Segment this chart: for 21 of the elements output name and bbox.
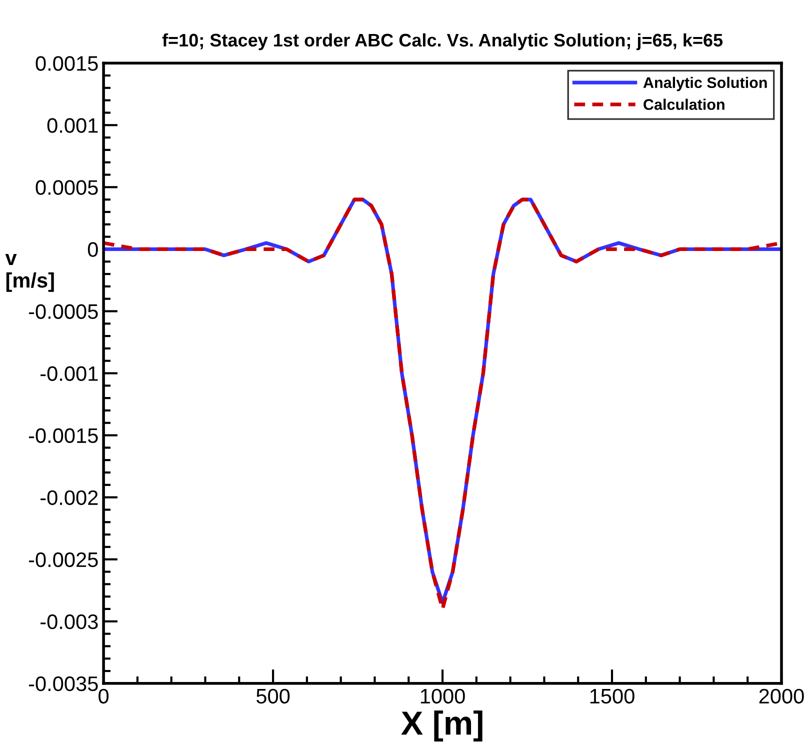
y-axis-title: v [m/s] <box>5 254 54 292</box>
legend-label: Analytic Solution <box>643 76 767 92</box>
x-axis-title: X [m] <box>401 710 482 742</box>
x-tick-label: 1000 <box>420 688 465 704</box>
legend-label: Calculation <box>644 98 724 110</box>
y-tick-label: -0.0015 <box>28 428 98 444</box>
y-tick-label: -0.0035 <box>28 676 98 692</box>
y-tick-label: 0 <box>88 242 98 257</box>
x-tick-label: 0 <box>98 688 109 704</box>
y-tick-label: 0.0015 <box>36 56 98 71</box>
x-tick-label: 2000 <box>759 688 804 704</box>
y-tick-label: -0.002 <box>40 490 98 506</box>
x-tick-label: 500 <box>256 688 290 704</box>
y-tick-label: 0.0005 <box>36 180 98 195</box>
x-tick-label: 1500 <box>590 688 634 704</box>
y-tick-label: -0.001 <box>40 366 98 381</box>
y-tick-label: 0.001 <box>47 118 98 133</box>
chart-title: f=10; Stacey 1st order ABC Calc. Vs. Analytic Solution; j=65, k=65 <box>162 33 723 50</box>
y-tick-label: -0.0005 <box>28 304 98 319</box>
y-tick-label: -0.0025 <box>28 552 98 568</box>
y-tick-label: -0.003 <box>40 614 98 630</box>
